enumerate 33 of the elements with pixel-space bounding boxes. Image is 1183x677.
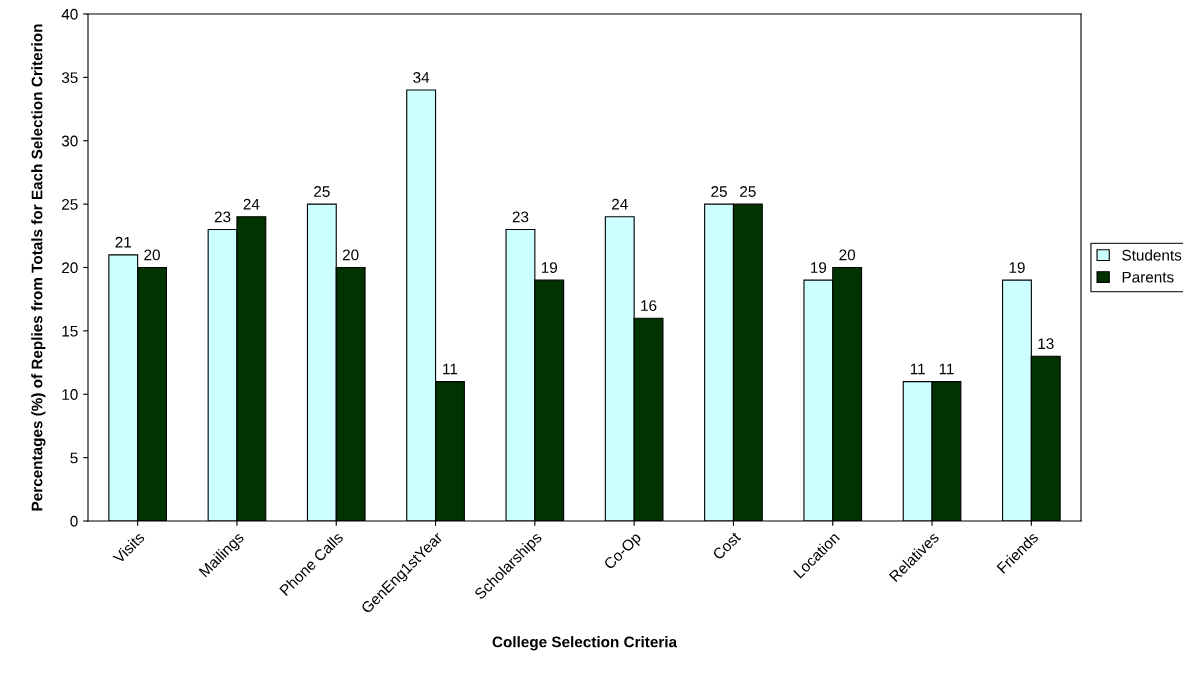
- legend-label: Parents: [1122, 271, 1174, 283]
- data-label: 19: [811, 262, 827, 273]
- data-label: 20: [342, 249, 359, 261]
- data-label: 11: [939, 363, 954, 375]
- data-label: 11: [443, 363, 458, 375]
- data-label: 24: [612, 198, 628, 210]
- data-label: 25: [740, 186, 756, 197]
- data-label: 16: [641, 300, 657, 312]
- data-label: 11: [910, 363, 925, 375]
- data-label: 25: [711, 186, 727, 197]
- data-label: 23: [512, 211, 529, 223]
- data-label: 24: [243, 198, 260, 210]
- y-tick-label: 5: [70, 452, 78, 464]
- y-tick-label: 15: [62, 325, 78, 337]
- x-axis-title: College Selection Criteria: [492, 636, 678, 651]
- y-tick-label: 40: [61, 8, 78, 20]
- data-label: 19: [1009, 262, 1025, 273]
- y-tick-label: 0: [70, 515, 78, 527]
- data-label: 19: [541, 262, 558, 273]
- y-tick-label: 35: [61, 72, 78, 84]
- y-tick-label: 30: [61, 135, 78, 147]
- data-label: 13: [1038, 338, 1054, 350]
- data-label: 21: [115, 236, 131, 248]
- y-tick-label: 20: [62, 262, 78, 274]
- data-label: 25: [314, 186, 330, 197]
- y-tick-label: 25: [62, 198, 78, 210]
- data-label: 23: [214, 211, 231, 223]
- y-tick-label: 10: [62, 389, 78, 400]
- data-label: 20: [144, 249, 160, 261]
- legend-label: Students: [1122, 249, 1182, 261]
- y-axis-title: Percentages (%) of Replies from Totals for Each Selection Criterion: [31, 24, 46, 511]
- data-label: 20: [839, 249, 856, 261]
- data-label: 34: [413, 72, 430, 83]
